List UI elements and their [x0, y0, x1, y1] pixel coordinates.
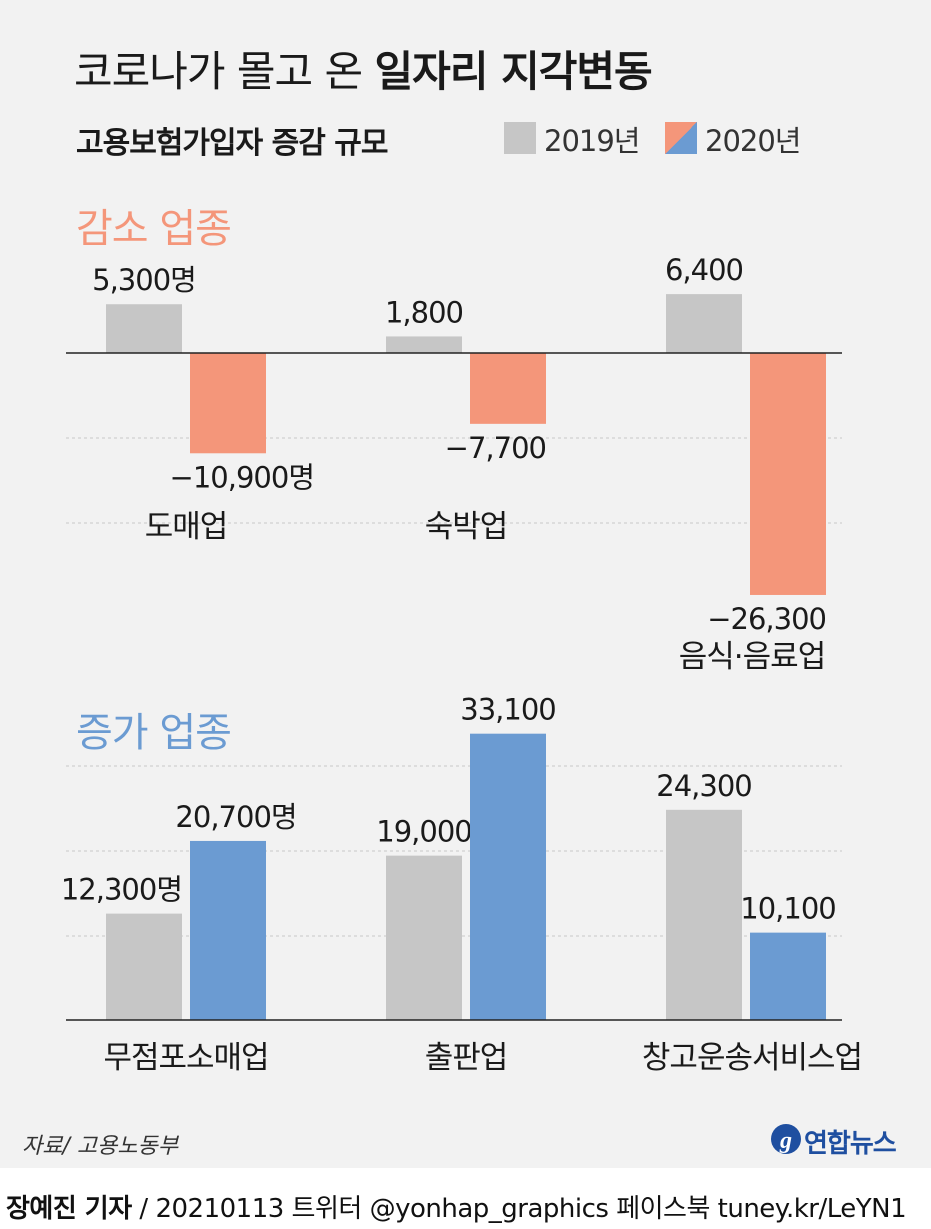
increase-bar-2020: [750, 932, 826, 1020]
increase-value-label: 12,300명: [61, 873, 182, 907]
decrease-value-label: 5,300명: [92, 263, 196, 297]
legend-swatch-2020: [665, 122, 697, 154]
increase-value-label: 19,000: [376, 815, 471, 849]
increase-category-label: 무점포소매업: [103, 1040, 268, 1076]
svg-text:g: g: [779, 1128, 792, 1154]
decrease-bar-2019: [386, 336, 462, 353]
decrease-bar-2020: [750, 353, 826, 595]
decrease-value-label: 6,400: [665, 253, 743, 287]
decrease-bar-2019: [106, 304, 182, 353]
increase-bar-2020: [470, 733, 546, 1020]
increase-category-label: 창고운송서비스업: [642, 1040, 862, 1076]
decrease-bar-2019: [666, 294, 742, 353]
decrease-category-label: 음식·음료업: [679, 639, 825, 675]
yonhap-logo-icon: g: [771, 1124, 801, 1154]
subtitle: 고용보험가입자 증감 규모: [76, 126, 388, 161]
decrease-category-label: 도매업: [145, 509, 228, 545]
increase-bar-2020: [190, 840, 266, 1020]
yonhap-logo-text: 연합뉴스: [804, 1129, 897, 1159]
decrease-bar-2020: [470, 353, 546, 424]
title-bold: 일자리 지각변동: [374, 47, 653, 96]
legend-swatch-2019: [504, 122, 536, 154]
increase-value-label: 10,100: [740, 892, 835, 926]
increase-bar-2019: [666, 809, 742, 1020]
source-note: 자료/ 고용노동부: [22, 1134, 179, 1159]
increase-value-label: 33,100: [460, 693, 555, 727]
page-title: 코로나가 몰고 온 일자리 지각변동: [74, 38, 653, 99]
section-title-increase: 증가 업종: [76, 710, 232, 756]
chart-canvas: 5,300명 1,800 6,400 −10,900명 −7,700 −26,300 도매업…: [61, 253, 863, 1076]
decrease-value-label: −10,900명: [170, 460, 314, 494]
section-title-decrease: 감소 업종: [76, 206, 232, 252]
title-normal: 코로나가 몰고 온: [74, 47, 363, 96]
increase-bar-2019: [106, 913, 182, 1020]
increase-category-label: 출판업: [425, 1040, 508, 1076]
yonhap-logo: g 연합뉴스: [770, 1117, 897, 1161]
increase-value-label: 20,700명: [175, 800, 296, 834]
credit-text: / 20210113 트위터 @yonhap_graphics 페이스북 tun…: [131, 1194, 907, 1224]
increase-value-label: 24,300: [656, 769, 751, 803]
reporter-name: 장예진 기자: [6, 1194, 132, 1224]
decrease-value-label: −7,700: [445, 431, 546, 465]
decrease-bar-2020: [190, 353, 266, 454]
credit-line: 장예진 기자 / 20210113 트위터 @yonhap_graphics 페…: [6, 1188, 907, 1225]
legend-label-2019: 2019년: [544, 124, 640, 158]
decrease-value-label: 1,800: [385, 295, 463, 329]
legend-label-2020: 2020년: [705, 124, 801, 158]
decrease-category-label: 숙박업: [425, 509, 508, 545]
decrease-value-label: −26,300: [707, 602, 826, 636]
increase-bar-2019: [386, 855, 462, 1020]
